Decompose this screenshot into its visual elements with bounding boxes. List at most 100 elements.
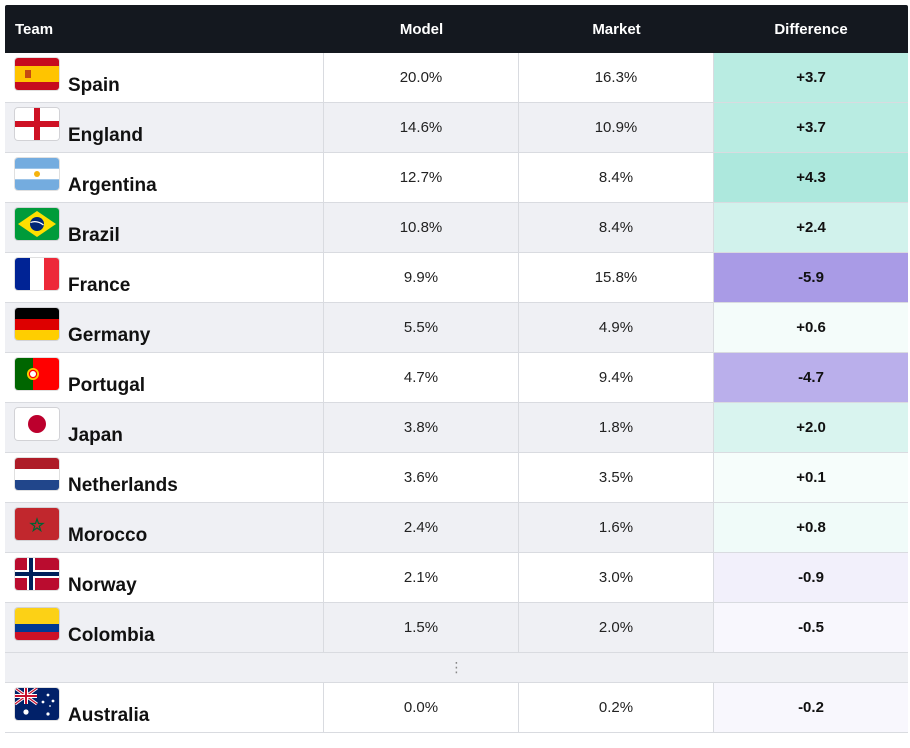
table-row: Portugal 4.7% 9.4% -4.7 bbox=[5, 353, 908, 403]
cell-market: 0.2% bbox=[519, 683, 714, 732]
flag-morocco-icon bbox=[15, 508, 59, 540]
cell-market: 16.3% bbox=[519, 53, 714, 102]
cell-market: 4.9% bbox=[519, 303, 714, 352]
cell-team: Spain bbox=[5, 53, 324, 102]
flag-england-icon bbox=[15, 108, 59, 140]
table-row: England 14.6% 10.9% +3.7 bbox=[5, 103, 908, 153]
col-header-model[interactable]: Model bbox=[399, 20, 444, 38]
cell-team: Germany bbox=[5, 303, 324, 352]
cell-market: 3.5% bbox=[519, 453, 714, 502]
team-name: Argentina bbox=[68, 175, 157, 196]
table-row: Colombia 1.5% 2.0% -0.5 bbox=[5, 603, 908, 653]
table-header: Team Model Market Difference bbox=[5, 5, 908, 53]
cell-team: France bbox=[5, 253, 324, 302]
cell-team: Portugal bbox=[5, 353, 324, 402]
cell-team: Morocco bbox=[5, 503, 324, 552]
flag-germany-icon bbox=[15, 308, 59, 340]
cell-difference: -0.5 bbox=[714, 603, 908, 652]
team-name: England bbox=[68, 125, 143, 146]
cell-team: Argentina bbox=[5, 153, 324, 202]
team-name: Norway bbox=[68, 575, 137, 596]
cell-model: 4.7% bbox=[324, 353, 519, 402]
flag-france-icon bbox=[15, 258, 59, 290]
cell-difference: +0.8 bbox=[714, 503, 908, 552]
cell-difference: +2.4 bbox=[714, 203, 908, 252]
team-name: Morocco bbox=[68, 525, 148, 546]
table-row: Japan 3.8% 1.8% +2.0 bbox=[5, 403, 908, 453]
table-row: Australia 0.0% 0.2% -0.2 bbox=[5, 683, 908, 733]
cell-model: 3.6% bbox=[324, 453, 519, 502]
cell-market: 15.8% bbox=[519, 253, 714, 302]
table-row: France 9.9% 15.8% -5.9 bbox=[5, 253, 908, 303]
table-gap-ellipsis: ⋮ bbox=[5, 653, 908, 683]
cell-difference: +2.0 bbox=[714, 403, 908, 452]
cell-market: 10.9% bbox=[519, 103, 714, 152]
flag-argentina-icon bbox=[15, 158, 59, 190]
table-row: Spain 20.0% 16.3% +3.7 bbox=[5, 53, 908, 103]
cell-team: Colombia bbox=[5, 603, 324, 652]
table-row: Germany 5.5% 4.9% +0.6 bbox=[5, 303, 908, 353]
cell-model: 14.6% bbox=[324, 103, 519, 152]
cell-market: 8.4% bbox=[519, 203, 714, 252]
cell-difference: +3.7 bbox=[714, 103, 908, 152]
cell-market: 8.4% bbox=[519, 153, 714, 202]
cell-model: 0.0% bbox=[324, 683, 519, 732]
cell-model: 9.9% bbox=[324, 253, 519, 302]
cell-team: England bbox=[5, 103, 324, 152]
team-name: Colombia bbox=[68, 625, 155, 646]
table-body: Spain 20.0% 16.3% +3.7 England 14.6% 10.9% +3.7… bbox=[5, 53, 908, 653]
cell-team: Brazil bbox=[5, 203, 324, 252]
table-row: Brazil 10.8% 8.4% +2.4 bbox=[5, 203, 908, 253]
cell-model: 1.5% bbox=[324, 603, 519, 652]
cell-difference: -5.9 bbox=[714, 253, 908, 302]
team-name: Australia bbox=[68, 705, 150, 726]
flag-portugal-icon bbox=[15, 358, 59, 390]
table-row: Norway 2.1% 3.0% -0.9 bbox=[5, 553, 908, 603]
cell-model: 20.0% bbox=[324, 53, 519, 102]
cell-difference: +0.6 bbox=[714, 303, 908, 352]
col-header-market[interactable]: Market bbox=[592, 20, 641, 38]
flag-spain-icon bbox=[15, 58, 59, 90]
cell-team: Japan bbox=[5, 403, 324, 452]
cell-difference: -0.9 bbox=[714, 553, 908, 602]
table-row: Netherlands 3.6% 3.5% +0.1 bbox=[5, 453, 908, 503]
team-name: Portugal bbox=[68, 375, 146, 396]
cell-team: Norway bbox=[5, 553, 324, 602]
table-body-tail: Australia 0.0% 0.2% -0.2 bbox=[5, 683, 908, 733]
team-name: Netherlands bbox=[68, 475, 178, 496]
cell-model: 10.8% bbox=[324, 203, 519, 252]
flag-japan-icon bbox=[15, 408, 59, 440]
cell-difference: +0.1 bbox=[714, 453, 908, 502]
cell-team: Australia bbox=[5, 683, 324, 732]
table-row: Argentina 12.7% 8.4% +4.3 bbox=[5, 153, 908, 203]
odds-table: Team Model Market Difference Spain 20.0% 1… bbox=[5, 5, 908, 733]
col-header-team[interactable]: Team bbox=[15, 20, 54, 38]
team-name: France bbox=[68, 275, 131, 296]
cell-model: 5.5% bbox=[324, 303, 519, 352]
flag-netherlands-icon bbox=[15, 458, 59, 490]
team-name: Germany bbox=[68, 325, 151, 346]
cell-model: 3.8% bbox=[324, 403, 519, 452]
cell-model: 12.7% bbox=[324, 153, 519, 202]
cell-difference: +3.7 bbox=[714, 53, 908, 102]
flag-australia-icon bbox=[15, 688, 59, 720]
team-name: Spain bbox=[68, 75, 120, 96]
cell-market: 3.0% bbox=[519, 553, 714, 602]
flag-norway-icon bbox=[15, 558, 59, 590]
cell-difference: -4.7 bbox=[714, 353, 908, 402]
cell-team: Netherlands bbox=[5, 453, 324, 502]
cell-market: 1.8% bbox=[519, 403, 714, 452]
table-row: Morocco 2.4% 1.6% +0.8 bbox=[5, 503, 908, 553]
cell-model: 2.4% bbox=[324, 503, 519, 552]
cell-market: 1.6% bbox=[519, 503, 714, 552]
flag-brazil-icon bbox=[15, 208, 59, 240]
cell-market: 9.4% bbox=[519, 353, 714, 402]
cell-difference: -0.2 bbox=[714, 683, 908, 732]
cell-difference: +4.3 bbox=[714, 153, 908, 202]
team-name: Brazil bbox=[68, 225, 120, 246]
cell-market: 2.0% bbox=[519, 603, 714, 652]
cell-model: 2.1% bbox=[324, 553, 519, 602]
col-header-difference[interactable]: Difference bbox=[774, 20, 848, 38]
team-name: Japan bbox=[68, 425, 123, 446]
flag-colombia-icon bbox=[15, 608, 59, 640]
